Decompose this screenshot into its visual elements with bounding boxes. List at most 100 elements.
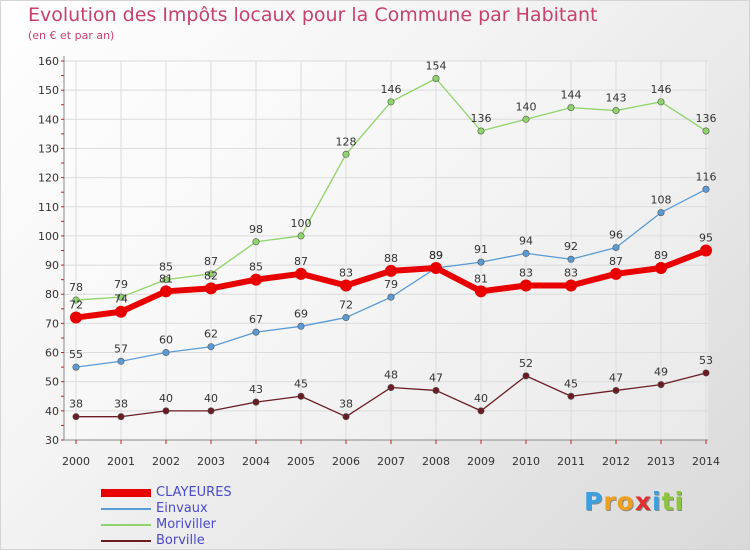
logo-letter: i [652, 487, 662, 516]
y-tick-label: 100 [38, 230, 59, 243]
y-tick-label: 70 [45, 317, 59, 330]
y-tick-label: 40 [45, 405, 59, 418]
proxiti-logo: Proxiti [584, 487, 684, 516]
data-label-moriviller: 79 [114, 278, 128, 291]
y-tick-label: 160 [38, 55, 59, 68]
data-point-borville [117, 413, 125, 421]
data-point-moriviller [432, 74, 440, 82]
data-label-clayeures: 89 [654, 249, 668, 262]
y-tick-label: 150 [38, 84, 59, 97]
data-point-clayeures [565, 279, 577, 292]
x-tick-label: 2011 [557, 455, 585, 468]
x-tick-label: 2007 [377, 455, 405, 468]
data-point-borville [702, 369, 710, 377]
data-point-einvaux [207, 343, 215, 351]
data-label-borville: 47 [609, 371, 623, 384]
data-label-einvaux: 60 [159, 334, 173, 347]
data-label-clayeures: 72 [69, 299, 83, 312]
data-point-clayeures [70, 311, 82, 324]
data-point-borville [657, 381, 665, 389]
data-point-borville [252, 398, 260, 406]
data-label-borville: 52 [519, 357, 533, 370]
data-label-einvaux: 91 [474, 243, 488, 256]
data-label-moriviller: 100 [291, 217, 312, 230]
data-point-moriviller [342, 150, 350, 158]
legend-item-einvaux: Einvaux [101, 501, 301, 517]
data-label-moriviller: 85 [159, 261, 173, 274]
x-tick-label: 2010 [512, 455, 540, 468]
data-label-moriviller: 146 [651, 83, 672, 96]
data-point-clayeures [160, 285, 172, 298]
data-label-borville: 43 [249, 383, 263, 396]
data-label-einvaux: 116 [696, 170, 717, 183]
data-point-moriviller [657, 98, 665, 106]
data-point-clayeures [475, 285, 487, 298]
data-label-borville: 40 [474, 392, 488, 405]
data-label-einvaux: 67 [249, 313, 263, 326]
data-label-einvaux: 96 [609, 229, 623, 242]
legend-item-borville: Borville [101, 533, 301, 549]
legend-label: Moriviller [156, 517, 216, 532]
data-point-moriviller [162, 276, 170, 284]
data-point-borville [387, 384, 395, 392]
data-label-einvaux: 69 [294, 307, 308, 320]
data-point-borville [207, 407, 215, 415]
data-point-clayeures [520, 279, 532, 292]
data-point-moriviller [612, 107, 620, 115]
data-label-clayeures: 82 [204, 269, 218, 282]
data-label-borville: 38 [69, 398, 83, 411]
data-point-einvaux [477, 258, 485, 266]
data-point-moriviller [252, 238, 260, 246]
data-label-clayeures: 89 [429, 249, 443, 262]
y-tick-label: 90 [45, 259, 59, 272]
data-label-clayeures: 87 [294, 255, 308, 268]
data-label-clayeures: 85 [249, 261, 263, 274]
data-label-clayeures: 83 [339, 266, 353, 279]
x-tick-label: 2006 [332, 455, 360, 468]
data-point-borville [432, 386, 440, 394]
data-point-moriviller [72, 296, 80, 304]
data-label-einvaux: 92 [564, 240, 578, 253]
data-point-einvaux [117, 357, 125, 365]
data-label-borville: 53 [699, 354, 713, 367]
legend-item-moriviller: Moriviller [101, 517, 301, 533]
data-label-moriviller: 87 [204, 255, 218, 268]
data-label-einvaux: 89 [429, 249, 443, 262]
data-point-einvaux [702, 185, 710, 193]
data-label-moriviller: 146 [381, 83, 402, 96]
data-label-clayeures: 81 [159, 272, 173, 285]
data-point-moriviller [477, 127, 485, 135]
legend-label: CLAYEURES [156, 485, 232, 500]
data-point-einvaux [387, 293, 395, 301]
data-label-einvaux: 72 [339, 299, 353, 312]
data-point-moriviller [387, 98, 395, 106]
data-label-einvaux: 62 [204, 328, 218, 341]
x-tick-label: 2014 [692, 455, 720, 468]
data-point-clayeures [115, 305, 127, 318]
data-label-moriviller: 143 [606, 92, 627, 105]
data-point-borville [297, 392, 305, 400]
y-tick-label: 130 [38, 142, 59, 155]
data-label-clayeures: 95 [699, 232, 713, 245]
data-label-borville: 49 [654, 366, 668, 379]
data-point-borville [522, 372, 530, 380]
data-label-borville: 47 [429, 371, 443, 384]
data-label-einvaux: 55 [69, 348, 83, 361]
data-point-borville [342, 413, 350, 421]
data-label-moriviller: 140 [516, 100, 537, 113]
legend-label: Borville [156, 533, 205, 548]
plot-area [64, 61, 708, 440]
data-point-borville [612, 386, 620, 394]
data-label-borville: 45 [294, 377, 308, 390]
data-label-clayeures: 83 [519, 266, 533, 279]
x-tick-label: 2012 [602, 455, 630, 468]
data-label-einvaux: 108 [651, 194, 672, 207]
x-tick-label: 2004 [242, 455, 270, 468]
logo-letter: r [603, 487, 617, 516]
data-label-einvaux: 94 [519, 234, 533, 247]
data-point-moriviller [567, 104, 575, 112]
logo-letter: o [616, 487, 635, 516]
data-label-borville: 38 [114, 398, 128, 411]
